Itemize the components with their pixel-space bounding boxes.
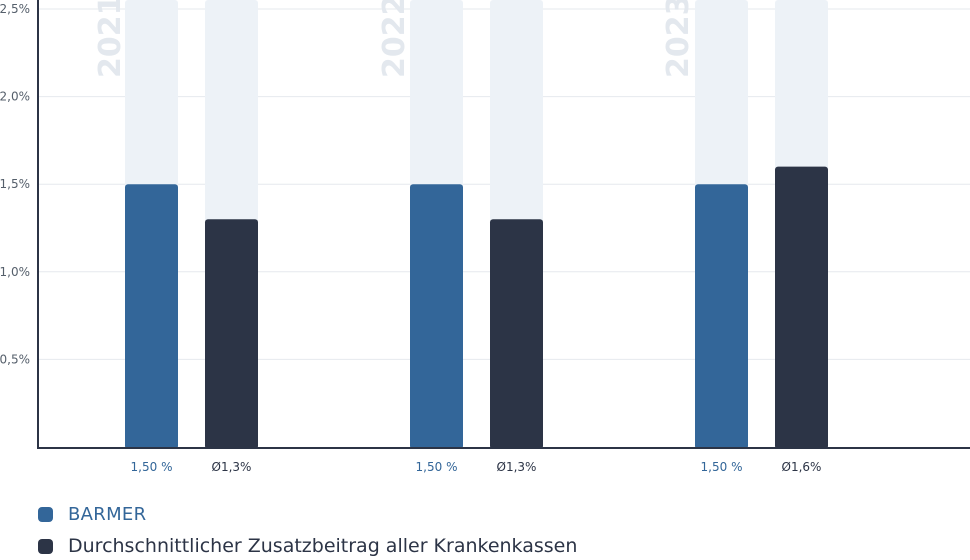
bar (205, 219, 258, 449)
legend-item-average: Durchschnittlicher Zusatzbeitrag aller K… (38, 530, 938, 560)
y-tick-label: 1,5% (0, 177, 30, 191)
bar (695, 184, 748, 449)
legend-swatch-barmer (38, 506, 53, 522)
data-label: 1,50 % (416, 460, 458, 474)
y-tick-label: 1,0% (0, 265, 30, 279)
category-label: 2021 (93, 0, 128, 78)
category-label: 2022 (377, 0, 412, 78)
data-label: 1,50 % (131, 460, 173, 474)
legend-swatch-average (38, 538, 53, 554)
data-label: Ø1,6% (782, 460, 822, 474)
legend: BARMER Durchschnittlicher Zusatzbeitrag … (38, 498, 938, 560)
legend-label-barmer: BARMER (68, 503, 147, 525)
bar (490, 219, 543, 449)
data-label: Ø1,3% (212, 460, 252, 474)
category-label: 2023 (661, 0, 696, 78)
bar (410, 184, 463, 449)
bar (125, 184, 178, 449)
data-label: Ø1,3% (497, 460, 537, 474)
legend-label-average: Durchschnittlicher Zusatzbeitrag aller K… (68, 535, 578, 557)
y-tick-label: 2,5% (0, 2, 30, 16)
y-tick-label: 0,5% (0, 352, 30, 366)
y-tick-label: 2,0% (0, 90, 30, 104)
chart: 0,5% 1,0% 1,5% 2,0% 2,5% 2021 2022 2023 1,50 % Ø1… (0, 0, 970, 474)
legend-item-barmer: BARMER (38, 498, 938, 530)
bar (775, 166, 828, 449)
data-label: 1,50 % (701, 460, 743, 474)
